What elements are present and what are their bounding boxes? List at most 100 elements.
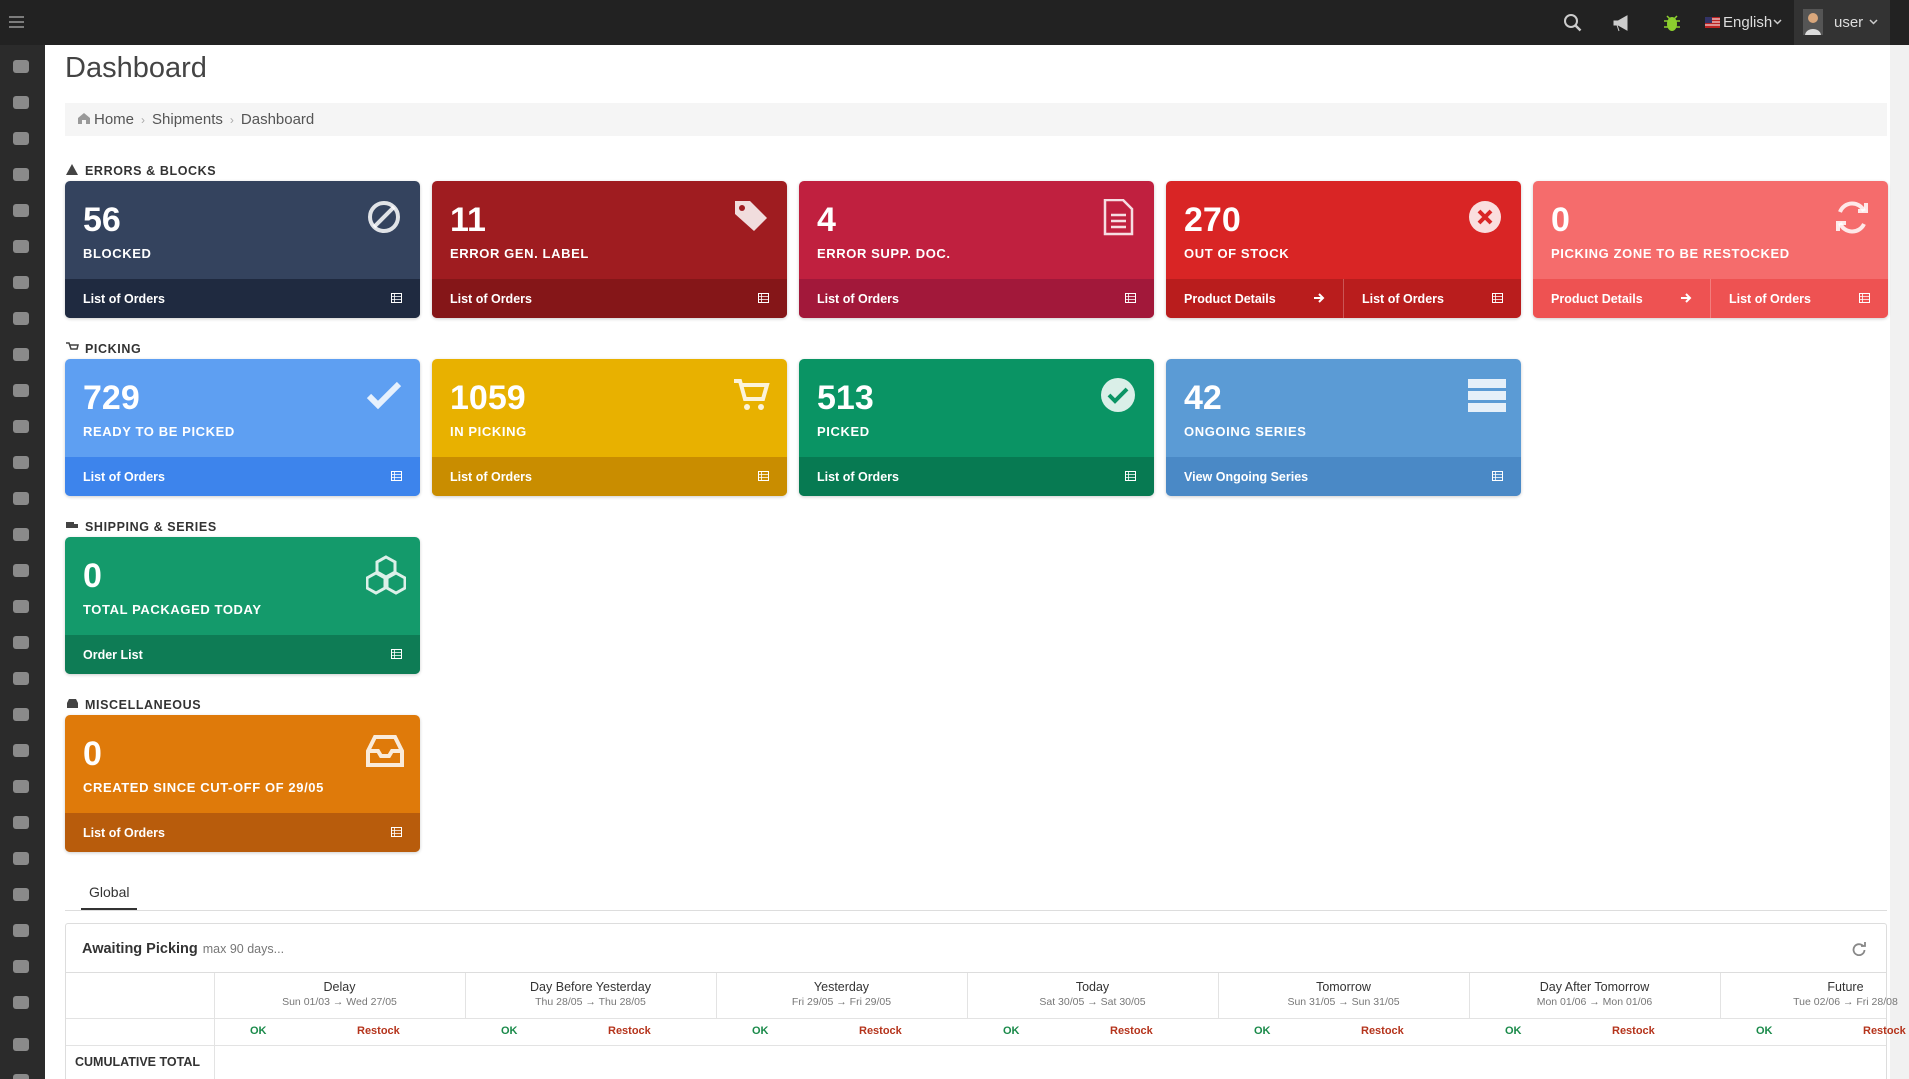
sidebar-item[interactable] [13, 564, 29, 577]
sidebar-item[interactable] [13, 456, 29, 469]
card-link[interactable]: List of Orders [432, 457, 787, 496]
sidebar-item[interactable] [13, 528, 29, 541]
column-name: Day After Tomorrow [1539, 980, 1650, 994]
list-icon-svg [1125, 470, 1136, 481]
sidebar-item[interactable] [13, 600, 29, 613]
top-bar: English user [0, 0, 1909, 45]
column-header: Yesterday Fri 29/05 → Fri 29/05 [716, 980, 967, 1008]
tab[interactable]: Global [81, 884, 138, 910]
ok-header: OK [1756, 1025, 1773, 1037]
sidebar-item[interactable] [13, 816, 29, 829]
refresh-button[interactable] [1852, 942, 1866, 956]
sidebar-item[interactable] [13, 780, 29, 793]
card-icon-svg [1836, 201, 1868, 234]
sidebar-item[interactable] [13, 276, 29, 289]
search-icon[interactable] [1563, 13, 1583, 33]
card-link[interactable]: List of Orders [1343, 279, 1521, 318]
sidebar-item[interactable] [13, 168, 29, 181]
section-icon [66, 341, 79, 356]
tabs: Global [65, 880, 1887, 911]
breadcrumb-item[interactable]: Shipments [152, 111, 223, 128]
card-footer: List of Orders [799, 279, 1154, 318]
list-icon-svg [1492, 470, 1503, 481]
card-link-text[interactable]: List of Orders [450, 291, 532, 306]
card-link[interactable]: List of Orders [65, 457, 420, 496]
card-link-text[interactable]: List of Orders [83, 825, 165, 840]
debug-icon[interactable] [1663, 13, 1681, 33]
card-link-text[interactable]: Product Details [1551, 291, 1643, 306]
sidebar-item[interactable] [13, 708, 29, 721]
card-link[interactable]: List of Orders [799, 279, 1154, 318]
card-link[interactable]: Product Details [1533, 279, 1710, 318]
card-link-text[interactable]: List of Orders [1362, 291, 1444, 306]
avatar[interactable] [1803, 9, 1823, 35]
card-link-text[interactable]: List of Orders [817, 291, 899, 306]
card-footer: List of Orders [799, 457, 1154, 496]
card-icon-svg [366, 381, 402, 410]
column-header: Tomorrow Sun 31/05 → Sun 31/05 [1218, 980, 1469, 1008]
stat-label: READY TO BE PICKED [83, 424, 235, 439]
card-link[interactable]: Product Details [1166, 279, 1343, 318]
sidebar-item[interactable] [13, 420, 29, 433]
section-title: PICKING [85, 341, 142, 356]
card-link[interactable]: List of Orders [65, 813, 420, 852]
sidebar-item[interactable] [13, 924, 29, 937]
sidebar-item[interactable] [13, 384, 29, 397]
sidebar-item[interactable] [13, 132, 29, 145]
card-link-text[interactable]: List of Orders [1729, 291, 1811, 306]
column-range: Sun 31/05 → Sun 31/05 [1287, 996, 1400, 1008]
stat-label: ERROR GEN. LABEL [450, 246, 589, 261]
breadcrumb: Home › Shipments › Dashboard [65, 103, 1887, 136]
sidebar-item[interactable] [13, 960, 29, 973]
sidebar-item[interactable] [13, 1038, 29, 1051]
card-link[interactable]: Order List [65, 635, 420, 674]
sidebar-item[interactable] [13, 240, 29, 253]
section-icon-svg [67, 699, 78, 708]
card-icon-svg [1101, 378, 1135, 412]
sidebar-item[interactable] [13, 636, 29, 649]
card-footer: List of Orders [65, 279, 420, 318]
card-icon [1467, 199, 1507, 244]
stat-label: IN PICKING [450, 424, 527, 439]
sidebar-item[interactable] [13, 204, 29, 217]
card-link-text[interactable]: View Ongoing Series [1184, 469, 1309, 484]
card-footer: List of Orders [65, 457, 420, 496]
column-range: Mon 01/06 → Mon 01/06 [1536, 996, 1653, 1008]
table-border [66, 1045, 1886, 1046]
card-link[interactable]: View Ongoing Series [1166, 457, 1521, 496]
sidebar-item[interactable] [13, 744, 29, 757]
card-link-text[interactable]: List of Orders [83, 469, 165, 484]
card-link-text[interactable]: List of Orders [83, 291, 165, 306]
sidebar-item[interactable] [13, 852, 29, 865]
table-border [716, 973, 717, 1018]
sidebar-item[interactable] [13, 96, 29, 109]
sidebar-item[interactable] [13, 996, 29, 1009]
arrow-icon-svg [1314, 292, 1325, 303]
language-menu[interactable]: English [1723, 14, 1773, 31]
card-link[interactable]: List of Orders [432, 279, 787, 318]
sidebar-item[interactable] [13, 492, 29, 505]
sidebar-item[interactable] [13, 1074, 29, 1079]
list-icon [391, 826, 402, 840]
sidebar-item[interactable] [13, 60, 29, 73]
card-link[interactable]: List of Orders [65, 279, 420, 318]
sidebar-item[interactable] [13, 672, 29, 685]
card-link-text[interactable]: Product Details [1184, 291, 1276, 306]
card-link[interactable]: List of Orders [1710, 279, 1888, 318]
user-menu[interactable]: user [1834, 14, 1864, 31]
menu-toggle[interactable] [8, 14, 26, 30]
announce-icon[interactable] [1612, 13, 1632, 33]
sidebar-item[interactable] [13, 312, 29, 325]
table-border [1720, 973, 1721, 1018]
sidebar-item[interactable] [13, 348, 29, 361]
card-link[interactable]: List of Orders [799, 457, 1154, 496]
breadcrumb-item[interactable]: Home [94, 111, 135, 128]
card-link-text[interactable]: Order List [83, 647, 143, 662]
sidebar-item[interactable] [13, 888, 29, 901]
card-link-text[interactable]: List of Orders [817, 469, 899, 484]
section-header: MISCELLANEOUS [66, 697, 201, 712]
stat-label: PICKED [817, 424, 870, 439]
card-link-text[interactable]: List of Orders [450, 469, 532, 484]
stat-value: 270 [1184, 201, 1241, 239]
column-name: Yesterday [813, 980, 870, 994]
